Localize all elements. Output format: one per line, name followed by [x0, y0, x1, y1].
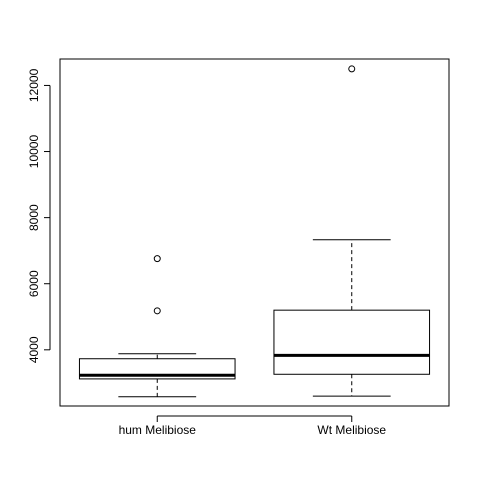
plot-frame [59, 58, 450, 407]
x-tick-label: Wt Melibiose [317, 423, 386, 437]
y-tick-label: 10000 [27, 135, 41, 169]
y-tick-label: 8000 [27, 204, 41, 231]
box-group [273, 65, 431, 397]
y-tick-label: 12000 [27, 68, 41, 102]
y-tick-label: 6000 [27, 270, 41, 297]
outlier-point [348, 65, 356, 73]
box-group [78, 255, 236, 398]
x-tick-label: hum Melibiose [119, 423, 197, 437]
iqr-box [273, 309, 431, 375]
outlier-point [153, 307, 161, 315]
boxes [78, 65, 431, 398]
y-tick-label: 4000 [27, 336, 41, 363]
outlier-point [153, 255, 161, 263]
x-axis: hum Melibiose Wt Melibiose [119, 415, 386, 437]
y-axis: 4000 6000 8000 10000 12000 [27, 68, 51, 363]
